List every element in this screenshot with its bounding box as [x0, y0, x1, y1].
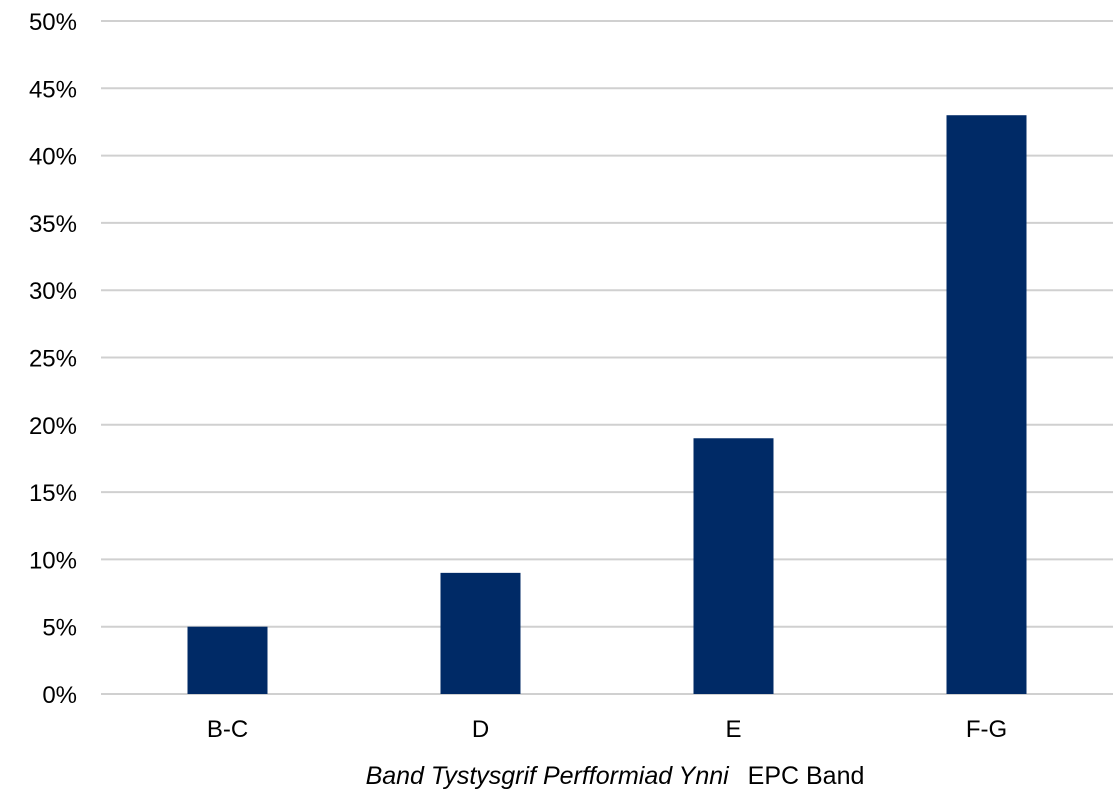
y-tick-label: 30% [29, 278, 77, 305]
y-tick-label: 40% [29, 144, 77, 171]
y-tick-label: 35% [29, 211, 77, 238]
y-axis-tick-labels: 0% 5% 10% 15% 20% 25% 30% 35% 40% 45% 50% [29, 9, 77, 709]
y-tick-label: 15% [29, 480, 77, 507]
x-tick-label: B-C [207, 716, 248, 743]
x-tick-label: F-G [966, 716, 1007, 743]
bars [187, 115, 1027, 695]
bar-e [693, 438, 774, 694]
bar-b-c [187, 626, 268, 694]
y-tick-label: 25% [29, 346, 77, 373]
y-tick-label: 45% [29, 76, 77, 103]
x-axis-label-english: EPC Band [748, 762, 865, 790]
y-tick-label: 50% [29, 9, 77, 36]
x-axis-tick-labels: B-C D E F-G [207, 716, 1007, 743]
y-tick-label: 0% [42, 682, 77, 709]
x-axis-label: Band Tystysgrif Perfformiad Ynni EPC Ban… [366, 762, 865, 790]
y-tick-label: 10% [29, 547, 77, 574]
bar-f-g [946, 115, 1027, 695]
x-tick-label: E [725, 716, 741, 743]
bar-d [440, 572, 521, 694]
x-axis-label-welsh: Band Tystysgrif Perfformiad Ynni [366, 762, 731, 790]
gridlines [101, 20, 1113, 695]
y-tick-label: 5% [42, 615, 77, 642]
y-tick-label: 20% [29, 413, 77, 440]
x-tick-label: D [472, 716, 489, 743]
